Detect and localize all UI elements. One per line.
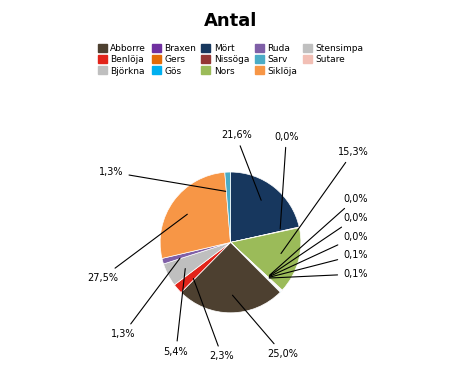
- Text: 0,0%: 0,0%: [270, 194, 367, 275]
- Text: 0,1%: 0,1%: [269, 250, 367, 277]
- Text: 1,3%: 1,3%: [99, 167, 226, 191]
- Wedge shape: [164, 242, 230, 285]
- Wedge shape: [230, 242, 281, 292]
- Wedge shape: [181, 242, 280, 313]
- Text: 15,3%: 15,3%: [281, 147, 368, 253]
- Text: 0,0%: 0,0%: [269, 232, 367, 276]
- Wedge shape: [162, 242, 230, 264]
- Wedge shape: [160, 172, 230, 258]
- Text: 0,1%: 0,1%: [269, 269, 367, 279]
- Text: 27,5%: 27,5%: [87, 214, 187, 283]
- Wedge shape: [230, 242, 282, 291]
- Text: Antal: Antal: [204, 12, 257, 30]
- Wedge shape: [230, 242, 281, 292]
- Wedge shape: [225, 172, 230, 242]
- Legend: Abborre, Benlöja, Björkna, Braxen, Gers, Gös, Mört, Nissöga, Nors, Ruda, Sarv, S: Abborre, Benlöja, Björkna, Braxen, Gers,…: [98, 44, 363, 75]
- Text: 5,4%: 5,4%: [164, 269, 188, 357]
- Text: 25,0%: 25,0%: [232, 295, 298, 359]
- Text: 2,3%: 2,3%: [193, 278, 234, 361]
- Text: 0,0%: 0,0%: [270, 213, 367, 276]
- Wedge shape: [230, 172, 299, 242]
- Wedge shape: [230, 242, 281, 292]
- Text: 21,6%: 21,6%: [221, 131, 261, 200]
- Text: 1,3%: 1,3%: [111, 258, 180, 339]
- Wedge shape: [230, 242, 282, 291]
- Wedge shape: [230, 227, 299, 242]
- Text: 0,0%: 0,0%: [274, 132, 299, 229]
- Wedge shape: [174, 242, 230, 292]
- Wedge shape: [230, 228, 301, 290]
